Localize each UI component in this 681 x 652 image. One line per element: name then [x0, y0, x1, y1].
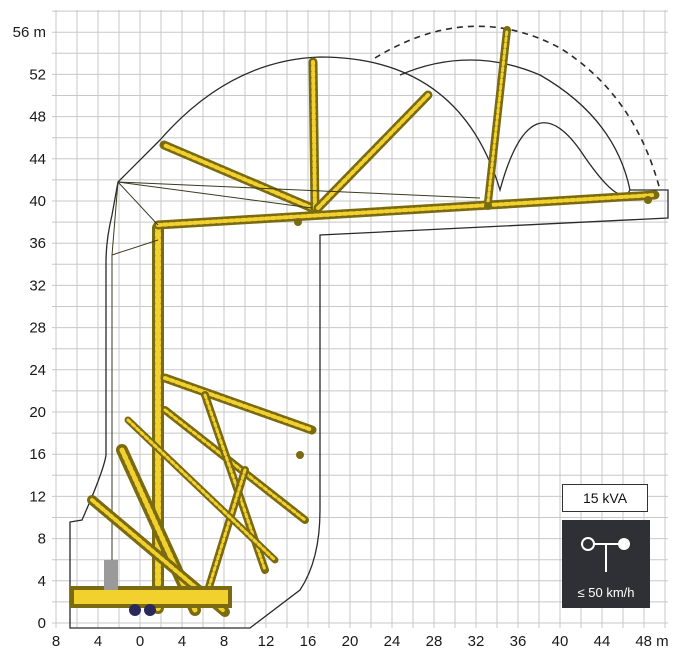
x-tick-label: 0 [136, 633, 144, 650]
x-tick-label: 20 [342, 633, 359, 650]
y-unit-label: 56 m [13, 24, 46, 41]
stay-ropes [111, 181, 481, 600]
power-requirement-box: 15 kVA [562, 484, 648, 512]
crane-chassis [70, 560, 232, 616]
y-tick-label: 8 [38, 531, 46, 548]
power-value: 15 kVA [582, 490, 628, 506]
x-axis-labels: 8 4 0 4 8 12 16 20 24 28 32 36 40 44 48 m [52, 633, 669, 650]
x-tick-label: 24 [384, 633, 401, 650]
y-tick-label: 32 [29, 277, 46, 294]
y-tick-label: 16 [29, 446, 46, 463]
x-unit-label: 48 m [635, 633, 668, 650]
grid [52, 10, 668, 628]
y-tick-label: 40 [29, 193, 46, 210]
x-tick-label: 16 [300, 633, 317, 650]
jib-horizontal [153, 190, 660, 230]
x-tick-label: 4 [178, 633, 186, 650]
y-tick-label: 4 [38, 573, 46, 590]
crane-structure [70, 26, 660, 617]
y-tick-label: 52 [29, 66, 46, 83]
x-tick-label: 36 [510, 633, 527, 650]
hook-blocks [294, 196, 652, 459]
y-tick-label: 0 [38, 615, 46, 632]
wind-limit-label: ≤ 50 km/h [577, 585, 635, 600]
folded-jib-sections [87, 373, 317, 617]
x-tick-label: 28 [426, 633, 443, 650]
x-tick-label: 12 [258, 633, 275, 650]
x-tick-label: 44 [594, 633, 611, 650]
max-boom-dashed-arc [374, 25, 661, 191]
x-tick-label: 8 [52, 633, 60, 650]
y-tick-label: 20 [29, 404, 46, 421]
x-tick-label: 32 [468, 633, 485, 650]
wind-speed-panel: ≤ 50 km/h [562, 520, 650, 608]
y-tick-label: 24 [29, 362, 46, 379]
luffing-arc [399, 59, 631, 191]
x-tick-label: 8 [220, 633, 228, 650]
jib-luffed-positions [159, 26, 511, 213]
working-range-boundary [69, 56, 669, 629]
y-tick-label: 28 [29, 320, 46, 337]
y-tick-label: 12 [29, 488, 46, 505]
y-tick-label: 44 [29, 151, 46, 168]
x-tick-label: 40 [552, 633, 569, 650]
x-tick-label: 4 [94, 633, 102, 650]
y-tick-label: 48 [29, 109, 46, 126]
anemometer-icon [581, 537, 630, 572]
y-tick-label: 36 [29, 235, 46, 252]
